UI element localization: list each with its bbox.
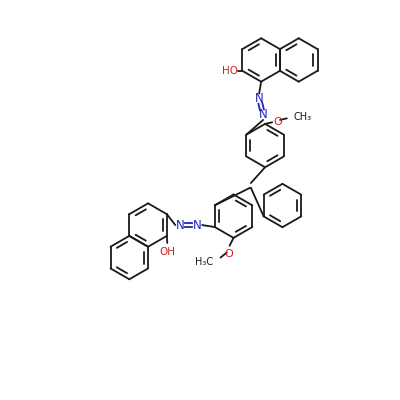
Text: N: N: [193, 218, 201, 232]
Text: N: N: [259, 108, 268, 121]
Text: O: O: [273, 116, 282, 126]
Text: N: N: [255, 92, 264, 105]
Text: N: N: [176, 218, 185, 232]
Text: OH: OH: [160, 247, 176, 257]
Text: CH₃: CH₃: [294, 112, 312, 122]
Text: O: O: [224, 248, 233, 258]
Text: H₃C: H₃C: [195, 257, 213, 267]
Text: HO: HO: [222, 66, 238, 76]
